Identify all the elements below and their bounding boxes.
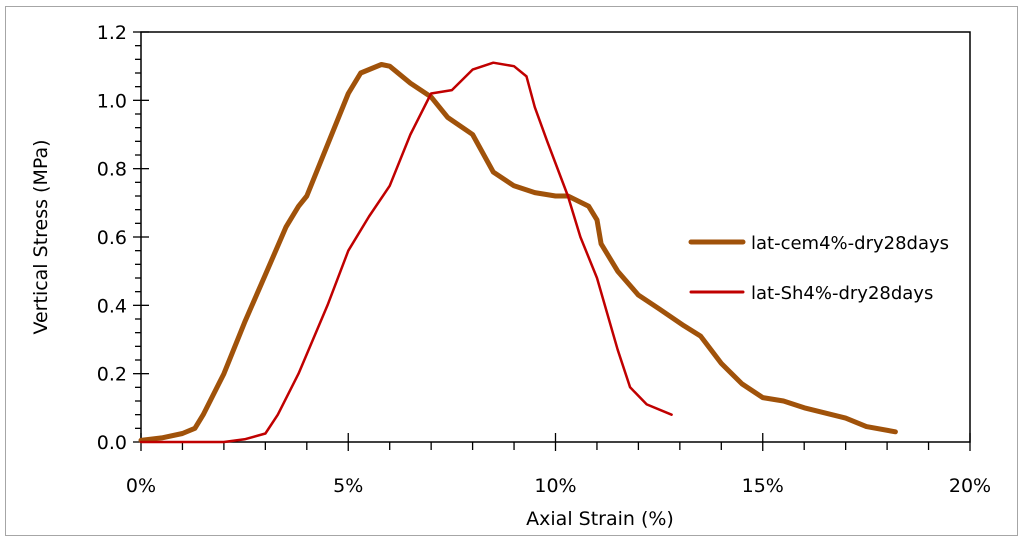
y-tick-label: 0.6: [97, 227, 127, 249]
x-tick-label: 5%: [333, 475, 363, 497]
x-tick-label: 20%: [949, 475, 991, 497]
series-line-0: [138, 62, 898, 443]
y-tick-label: 0.8: [97, 159, 127, 181]
legend-label-0: lat-cem4%-dry28days: [751, 233, 949, 254]
x-tick-label: 10%: [534, 475, 576, 497]
y-tick-label: 1.0: [97, 90, 127, 112]
x-tick-label: 15%: [742, 475, 784, 497]
x-tick-label: 0%: [126, 475, 156, 497]
legend-label-1: lat-Sh4%-dry28days: [751, 283, 933, 304]
y-tick-label: 1.2: [97, 22, 127, 44]
series-line-1: [139, 61, 673, 444]
y-axis-label: Vertical Stress (MPa): [30, 139, 52, 334]
y-tick-label: 0.4: [97, 295, 127, 317]
y-tick-label: 0.2: [97, 364, 127, 386]
x-axis-label: Axial Strain (%): [526, 508, 674, 530]
y-tick-label: 0.0: [97, 432, 127, 454]
